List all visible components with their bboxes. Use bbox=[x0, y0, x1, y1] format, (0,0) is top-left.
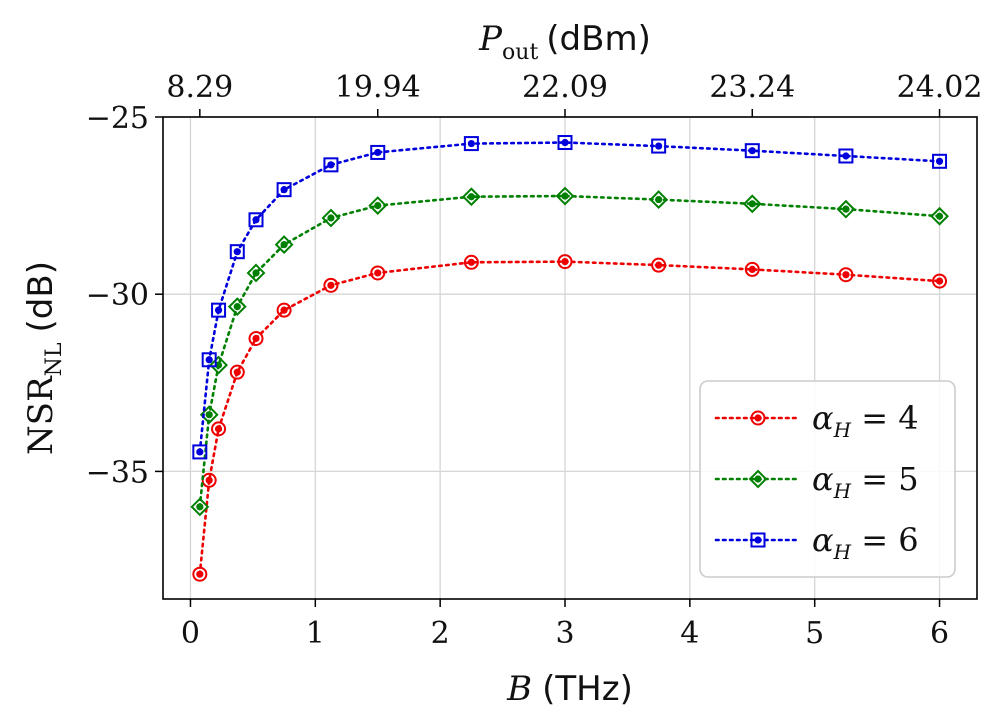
data-point bbox=[557, 135, 573, 151]
data-point bbox=[932, 273, 948, 289]
data-point bbox=[209, 355, 228, 375]
x-tick-label: 6 bbox=[930, 616, 949, 651]
data-point bbox=[248, 212, 264, 228]
data-point bbox=[201, 352, 217, 368]
series-line bbox=[198, 194, 941, 509]
axis-ticks: 0 1 2 3 4 5 6 −35 −30 −25 8.29 19.94 22.09 23.24 24.02 bbox=[86, 70, 983, 651]
legend-label-var: α bbox=[812, 460, 834, 498]
y-axis-label-sub: NL bbox=[42, 342, 67, 376]
data-point bbox=[930, 206, 949, 226]
data-point bbox=[211, 421, 227, 437]
legend-label-eq: = 6 bbox=[851, 521, 919, 559]
data-point bbox=[838, 267, 854, 283]
data-point bbox=[370, 265, 386, 281]
legend-marker bbox=[750, 410, 766, 426]
legend-label-eq: = 4 bbox=[851, 399, 919, 437]
legend-marker bbox=[750, 532, 766, 548]
data-point bbox=[190, 497, 210, 517]
plot-series bbox=[190, 135, 949, 582]
data-point bbox=[227, 297, 247, 317]
legend-label: αH = 6 bbox=[812, 521, 919, 564]
data-point bbox=[274, 235, 294, 255]
legend-marker bbox=[748, 469, 768, 489]
y-axis-label-unit: (dB) bbox=[21, 261, 61, 332]
data-point bbox=[651, 257, 667, 273]
series-1 bbox=[192, 254, 948, 582]
y-tick-label: −35 bbox=[86, 455, 149, 490]
top-tick-label: 22.09 bbox=[522, 70, 608, 105]
plot-frame bbox=[162, 116, 978, 600]
data-point bbox=[248, 331, 264, 347]
x-tick-label: 4 bbox=[680, 616, 699, 651]
data-point bbox=[463, 136, 479, 152]
x-tick-label: 3 bbox=[555, 616, 574, 651]
series-3 bbox=[192, 135, 948, 460]
legend-label: αH = 4 bbox=[812, 399, 919, 442]
data-point bbox=[649, 190, 669, 209]
data-point bbox=[323, 277, 339, 293]
legend-label-sub: H bbox=[833, 479, 852, 503]
top-tick-label: 23.24 bbox=[709, 70, 795, 105]
x-axis-label: B (THz) bbox=[506, 669, 633, 709]
legend-entry: αH = 5 bbox=[714, 460, 919, 503]
x-tick-label: 2 bbox=[431, 616, 450, 651]
legend-label-sub: H bbox=[833, 540, 852, 564]
data-point bbox=[211, 302, 227, 318]
data-point bbox=[246, 263, 266, 283]
y-axis-label: NSRNL (dB) bbox=[21, 261, 67, 455]
data-point bbox=[192, 566, 208, 582]
data-point bbox=[463, 254, 479, 270]
data-point bbox=[276, 302, 292, 318]
data-point bbox=[742, 194, 762, 214]
legend-label: αH = 5 bbox=[812, 460, 919, 503]
y-tick-label: −25 bbox=[86, 101, 149, 136]
data-point bbox=[323, 157, 339, 173]
legend-label-eq: = 5 bbox=[851, 460, 919, 498]
data-point bbox=[321, 208, 341, 228]
data-point bbox=[229, 244, 245, 260]
data-point bbox=[836, 199, 856, 219]
top-axis-label-var: P bbox=[478, 19, 503, 59]
y-axis-label-main: NSR bbox=[21, 375, 61, 455]
data-point bbox=[276, 182, 292, 198]
data-point bbox=[461, 187, 481, 207]
data-point bbox=[199, 405, 219, 425]
data-point bbox=[370, 144, 386, 160]
data-point bbox=[229, 364, 245, 380]
top-tick-label: 8.29 bbox=[166, 70, 233, 105]
top-axis-label: Pout (dBm) bbox=[478, 19, 651, 65]
legend: αH = 4αH = 5αH = 6 bbox=[699, 380, 956, 578]
x-tick-label: 0 bbox=[181, 616, 200, 651]
top-axis-label-sub: out bbox=[502, 40, 538, 65]
data-point bbox=[744, 261, 760, 277]
x-tick-label: 5 bbox=[805, 616, 824, 651]
data-point bbox=[838, 148, 854, 164]
legend-label-var: α bbox=[812, 521, 834, 559]
top-axis-label-unit: (dBm) bbox=[546, 19, 651, 59]
series-line bbox=[198, 260, 941, 576]
data-point bbox=[651, 138, 667, 154]
x-axis-label-var: B bbox=[506, 669, 532, 709]
data-point bbox=[192, 444, 208, 460]
legend-entry: αH = 4 bbox=[714, 399, 919, 442]
data-point bbox=[557, 254, 573, 270]
x-axis-label-unit: (THz) bbox=[542, 669, 633, 709]
top-tick-label: 19.94 bbox=[335, 70, 421, 105]
legend-box bbox=[699, 380, 956, 578]
data-point bbox=[744, 143, 760, 159]
series-line bbox=[198, 141, 941, 454]
data-point bbox=[368, 196, 388, 216]
legend-label-var: α bbox=[812, 399, 834, 437]
data-point bbox=[555, 186, 575, 206]
data-point bbox=[932, 153, 948, 169]
legend-label-sub: H bbox=[833, 418, 852, 442]
series-2 bbox=[190, 186, 949, 517]
legend-entry: αH = 6 bbox=[714, 521, 919, 564]
y-tick-label: −30 bbox=[86, 278, 149, 313]
top-tick-label: 24.02 bbox=[897, 70, 983, 105]
x-tick-label: 1 bbox=[306, 616, 325, 651]
